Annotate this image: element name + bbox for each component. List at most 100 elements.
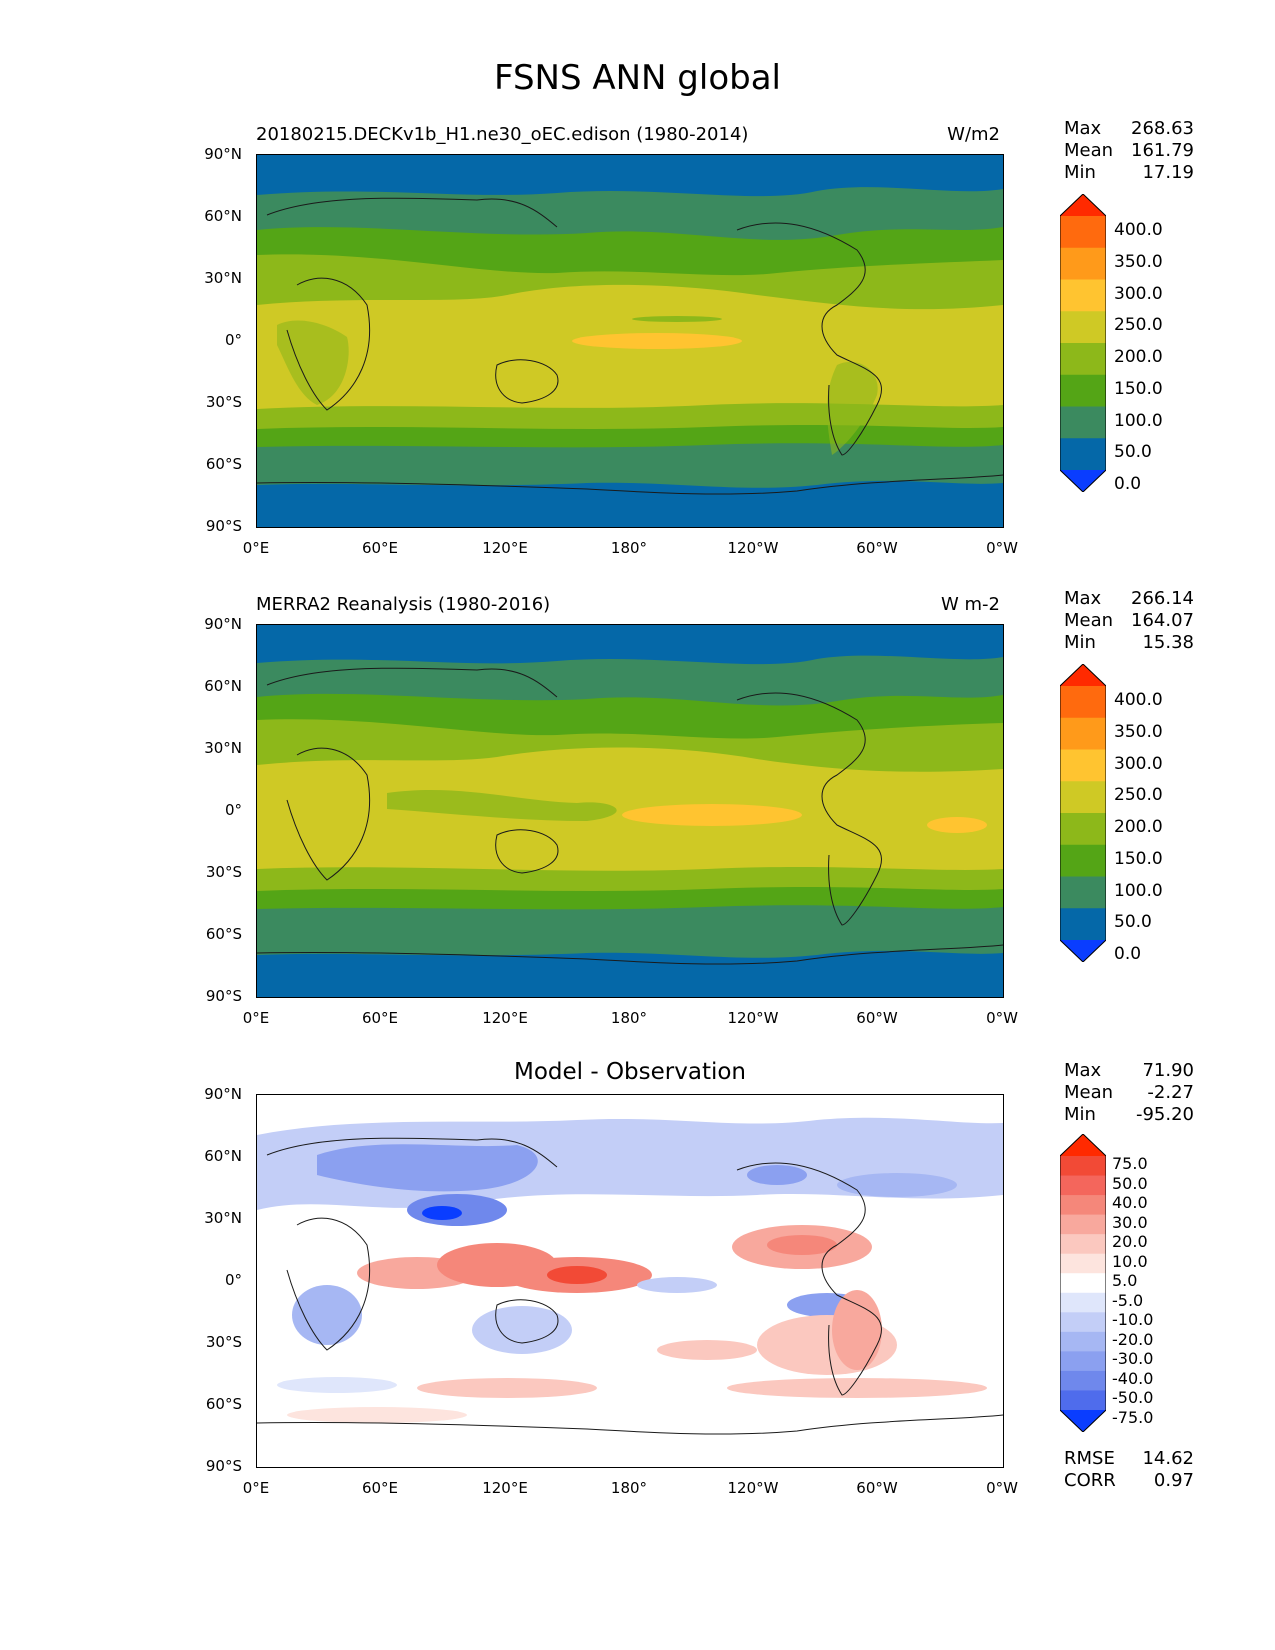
colorbar-tick-label: 250.0 bbox=[1114, 785, 1163, 806]
colorbar-tick-label: 200.0 bbox=[1114, 817, 1163, 837]
colorbar-tick-label: 250.0 bbox=[1114, 315, 1163, 336]
colorbar-segment bbox=[1060, 1351, 1106, 1372]
colorbar-segment bbox=[1060, 1234, 1106, 1255]
colorbar-segment bbox=[1060, 908, 1106, 941]
panel-3-xlabel-0w: 0°W bbox=[986, 1479, 1018, 1497]
min-label: Min bbox=[1064, 632, 1096, 653]
colorbar-segment bbox=[1060, 876, 1106, 909]
colorbar-tick-label: -75.0 bbox=[1112, 1408, 1154, 1427]
panel-3-error-stats: RMSE 14.62 CORR 0.97 bbox=[1064, 1448, 1194, 1492]
colorbar-tick-label: 100.0 bbox=[1114, 880, 1163, 901]
panel-3-title: Model - Observation bbox=[513, 1059, 747, 1085]
colorbar-segment bbox=[1060, 1292, 1106, 1313]
panel-1-xlabel-60w: 60°W bbox=[856, 539, 898, 557]
panel-2-units: W m-2 bbox=[940, 594, 1000, 615]
min-value: 15.38 bbox=[1142, 632, 1194, 653]
colorbar-segment bbox=[1060, 438, 1106, 471]
panel-2-map bbox=[256, 624, 1004, 998]
colorbar-tick-label: 150.0 bbox=[1114, 848, 1163, 869]
colorbar-segment bbox=[1060, 1390, 1106, 1411]
colorbar-tick-label: 350.0 bbox=[1114, 721, 1163, 742]
colorbar-segment bbox=[1060, 813, 1106, 846]
colorbar-tick-label: 100.0 bbox=[1114, 410, 1163, 431]
panel-1-xlabel-0w: 0°W bbox=[986, 539, 1018, 557]
panel-2-xlabel-0e: 0°E bbox=[242, 1009, 270, 1027]
panel-2-xlabel-0w: 0°W bbox=[986, 1009, 1018, 1027]
panel-2-colorbar bbox=[1059, 663, 1107, 963]
colorbar-tick-label: -50.0 bbox=[1112, 1388, 1154, 1408]
panel-3-ylabel-0: 0° bbox=[224, 1271, 242, 1289]
colorbar-segment bbox=[1060, 216, 1106, 249]
panel-3-stats: Max 71.90 Mean -2.27 Min -95.20 bbox=[1064, 1060, 1194, 1126]
min-label: Min bbox=[1064, 162, 1096, 183]
colorbar-segment bbox=[1060, 749, 1106, 782]
panel-1-units: W/m2 bbox=[947, 124, 1000, 145]
mean-label: Mean bbox=[1064, 610, 1114, 631]
panel-3-ylabel-60s: 60°S bbox=[205, 1395, 242, 1413]
max-value: 266.14 bbox=[1131, 588, 1194, 609]
colorbar-segment bbox=[1060, 311, 1106, 344]
colorbar-tick-label: -30.0 bbox=[1112, 1349, 1154, 1369]
colorbar-top-extension bbox=[1060, 1134, 1106, 1156]
colorbar-segment bbox=[1060, 717, 1106, 750]
panel-1-xlabel-120w: 120°W bbox=[727, 539, 779, 557]
panel-2-ylabel-60s: 60°S bbox=[205, 925, 242, 943]
panel-3-xlabel-0e: 0°E bbox=[242, 1479, 270, 1497]
mean-label: Mean bbox=[1064, 1082, 1114, 1103]
colorbar-tick-label: 0.0 bbox=[1114, 944, 1142, 964]
panel-1-ylabel-90n: 90°N bbox=[204, 145, 242, 163]
panel-1-ylabel-0: 0° bbox=[224, 331, 242, 349]
panel-3-ylabel-90s: 90°S bbox=[205, 1457, 242, 1475]
panel-1-stats: Max 268.63 Mean 161.79 Min 17.19 bbox=[1064, 118, 1194, 184]
colorbar-segment bbox=[1060, 1273, 1106, 1294]
panel-2-ylabel-30n: 30°N bbox=[204, 739, 242, 757]
colorbar-segment bbox=[1060, 406, 1106, 439]
colorbar-tick-label: 150.0 bbox=[1114, 378, 1163, 399]
panel-2-xlabel-120w: 120°W bbox=[727, 1009, 779, 1027]
panel-1-ylabel-30n: 30°N bbox=[204, 269, 242, 287]
panel-3-xlabel-60w: 60°W bbox=[856, 1479, 898, 1497]
panel-2-xlabel-60e: 60°E bbox=[361, 1009, 399, 1027]
colorbar-segment bbox=[1060, 1175, 1106, 1196]
panel-1-map bbox=[256, 154, 1004, 528]
colorbar-tick-label: 75.0 bbox=[1112, 1154, 1148, 1173]
panel-3-xlabel-60e: 60°E bbox=[361, 1479, 399, 1497]
max-value: 268.63 bbox=[1131, 118, 1194, 139]
panel-1-colorbar bbox=[1059, 193, 1107, 493]
colorbar-segment bbox=[1060, 343, 1106, 376]
colorbar-tick-label: 400.0 bbox=[1114, 690, 1163, 710]
colorbar-segment bbox=[1060, 1253, 1106, 1274]
panel-3-ylabel-60n: 60°N bbox=[204, 1147, 242, 1165]
colorbar-tick-label: 350.0 bbox=[1114, 251, 1163, 272]
panel-1-ylabel-30s: 30°S bbox=[205, 393, 242, 411]
panel-2-xlabel-180: 180° bbox=[610, 1009, 648, 1027]
panel-1-xlabel-120e: 120°E bbox=[482, 539, 528, 557]
max-label: Max bbox=[1064, 1060, 1102, 1081]
max-label: Max bbox=[1064, 588, 1102, 609]
panel-1-xlabel-0e: 0°E bbox=[242, 539, 270, 557]
colorbar-tick-label: 50.0 bbox=[1114, 442, 1152, 463]
colorbar-top-extension bbox=[1060, 664, 1106, 686]
colorbar-tick-label: 50.0 bbox=[1114, 912, 1152, 933]
colorbar-segment bbox=[1060, 1312, 1106, 1333]
panel-1-ylabel-60s: 60°S bbox=[205, 455, 242, 473]
panel-1-xlabel-60e: 60°E bbox=[361, 539, 399, 557]
panel-2-ylabel-90n: 90°N bbox=[204, 615, 242, 633]
min-value: -95.20 bbox=[1135, 1104, 1194, 1125]
panel-2-ylabel-30s: 30°S bbox=[205, 863, 242, 881]
panel-2-ylabel-90s: 90°S bbox=[205, 987, 242, 1005]
panel-3-ylabel-30s: 30°S bbox=[205, 1333, 242, 1351]
colorbar-segment bbox=[1060, 686, 1106, 719]
panel-2-xlabel-60w: 60°W bbox=[856, 1009, 898, 1027]
colorbar-tick-label: 5.0 bbox=[1112, 1271, 1138, 1291]
mean-value: 164.07 bbox=[1131, 610, 1194, 631]
colorbar-tick-label: 300.0 bbox=[1114, 283, 1163, 304]
panel-3-ylabel-30n: 30°N bbox=[204, 1209, 242, 1227]
min-label: Min bbox=[1064, 1104, 1096, 1125]
colorbar-segment bbox=[1060, 781, 1106, 814]
colorbar-segment bbox=[1060, 1156, 1106, 1177]
colorbar-segment bbox=[1060, 1214, 1106, 1235]
colorbar-segment bbox=[1060, 374, 1106, 407]
panel-1-xlabel-180: 180° bbox=[610, 539, 648, 557]
colorbar-tick-label: -20.0 bbox=[1112, 1329, 1154, 1349]
